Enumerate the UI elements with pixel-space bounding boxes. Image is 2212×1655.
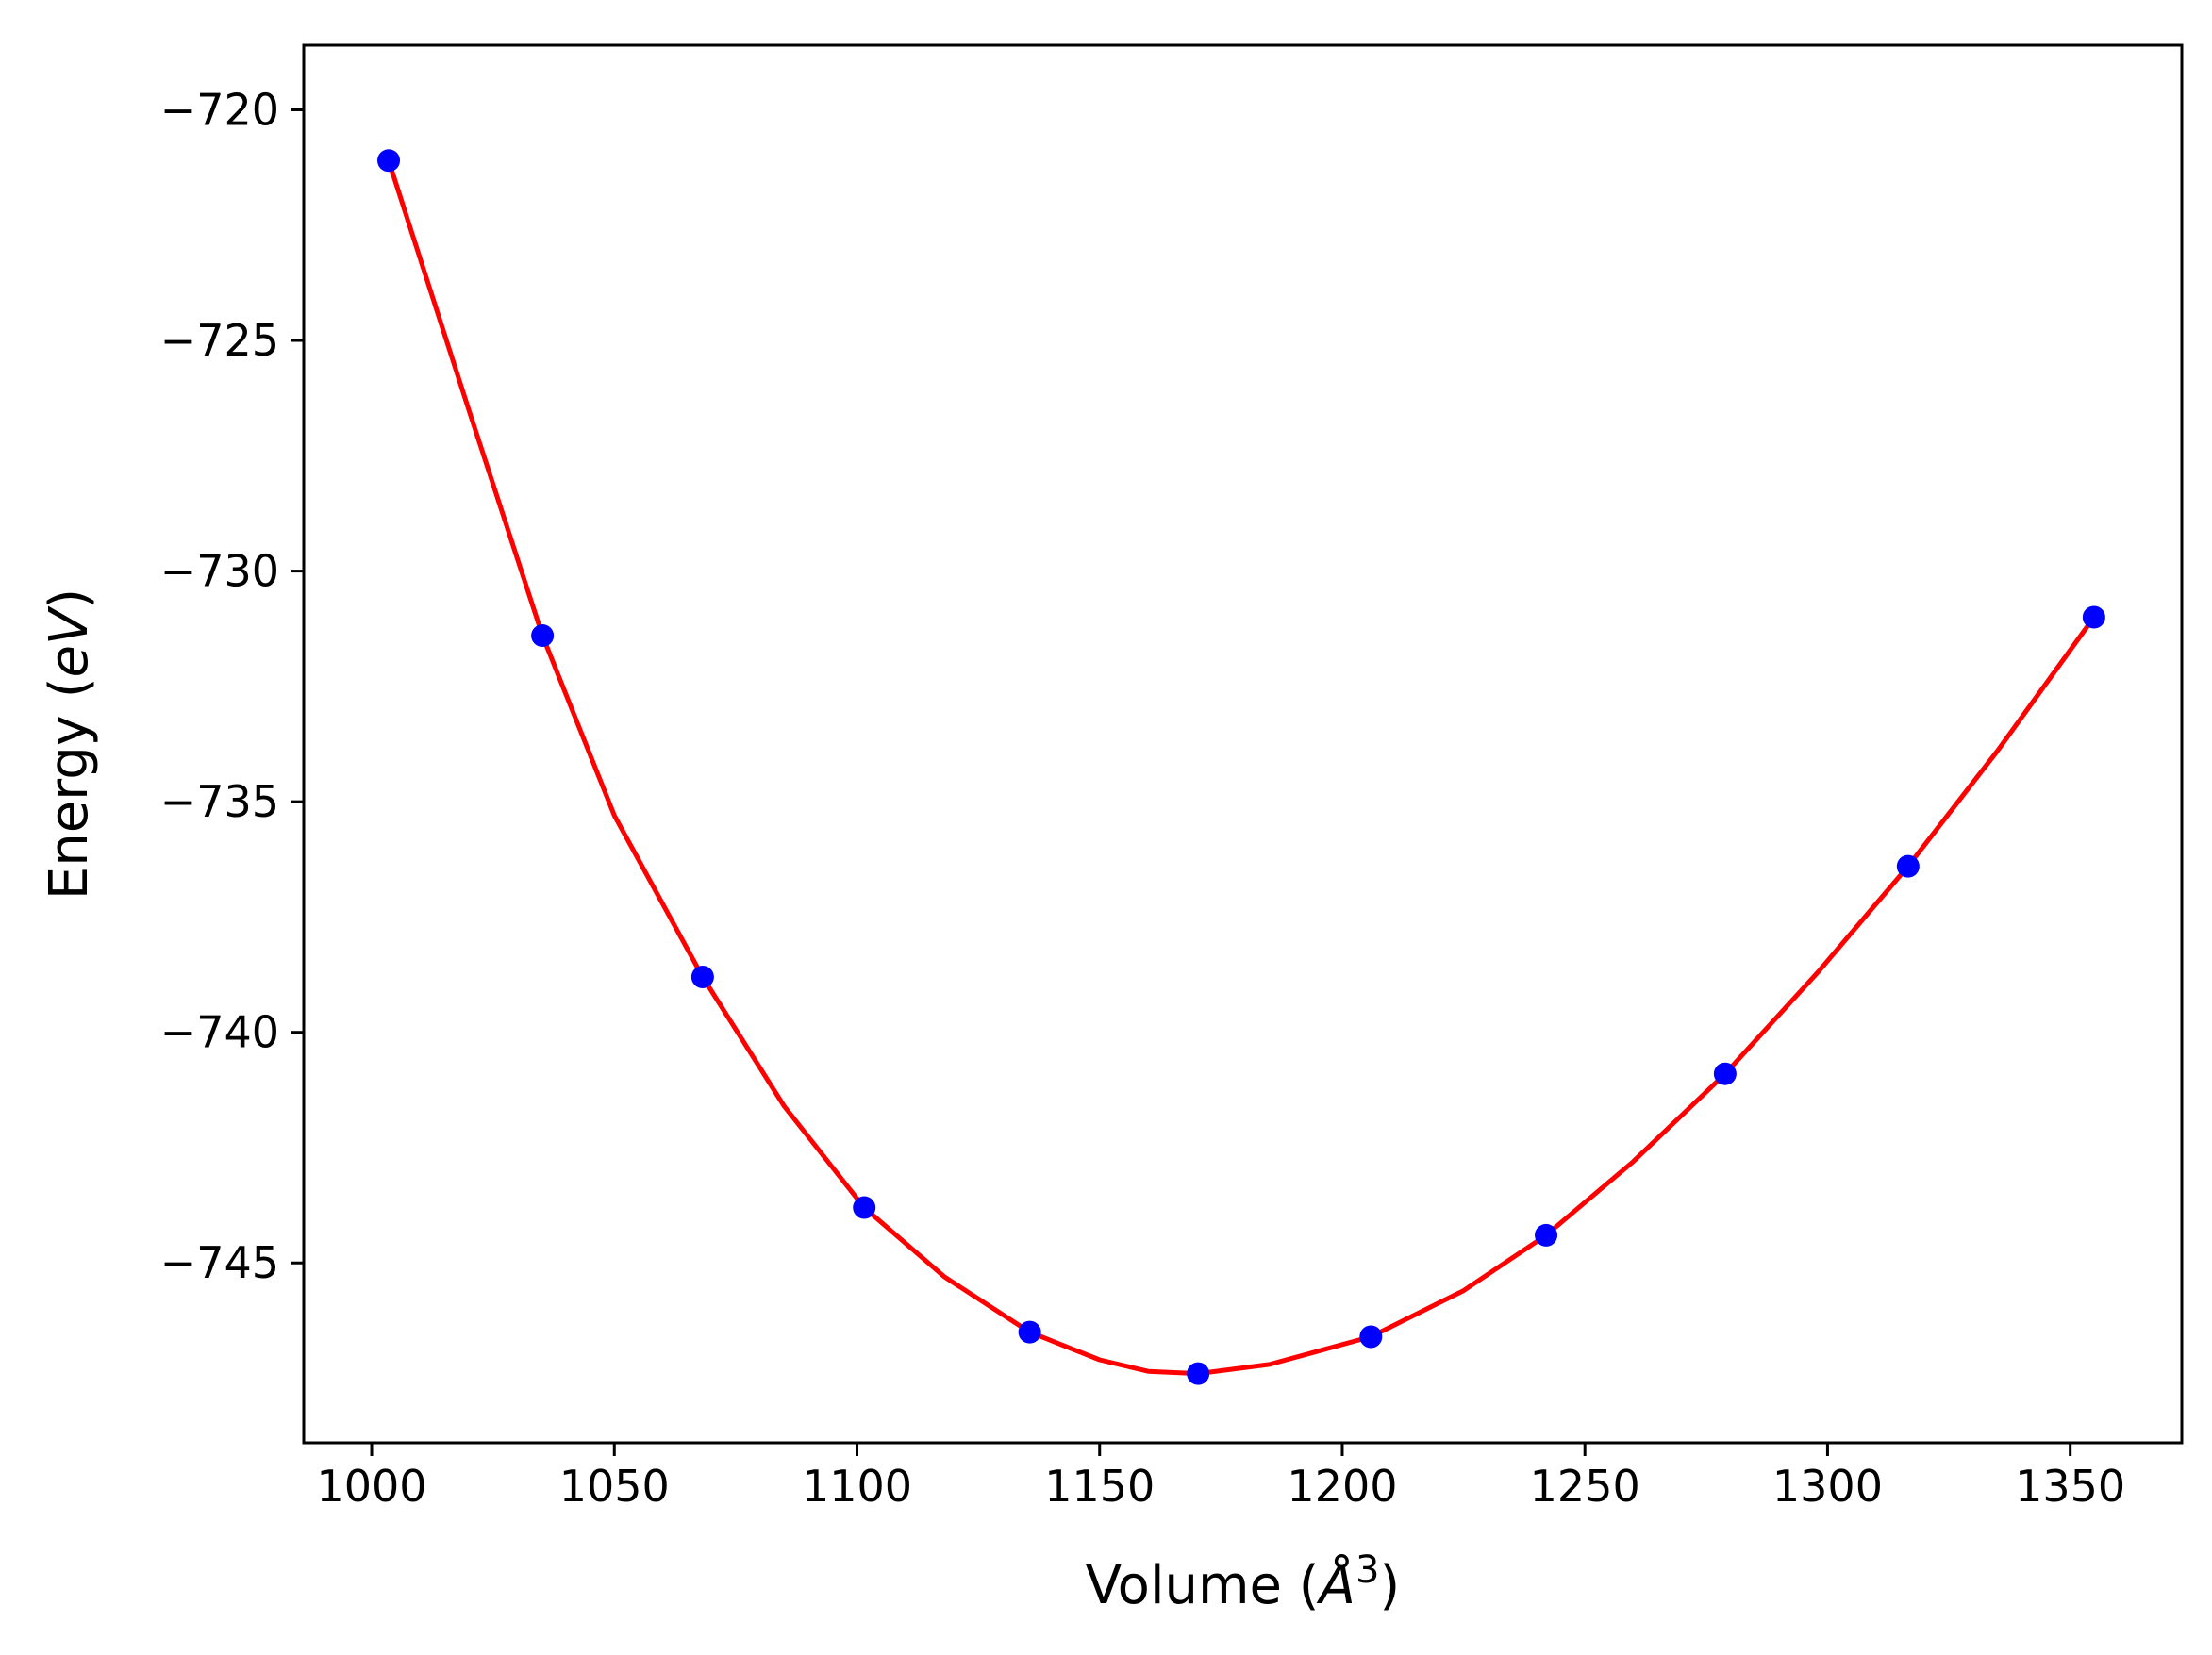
- plot-content: [377, 149, 2105, 1385]
- x-tick-label: 1000: [316, 1461, 426, 1512]
- data-point: [690, 966, 714, 988]
- data-point: [1018, 1320, 1041, 1344]
- x-tick-label: 1050: [559, 1461, 670, 1512]
- data-point: [1535, 1223, 1558, 1247]
- x-tick-label: 1150: [1044, 1461, 1155, 1512]
- y-tick-label: −730: [160, 546, 279, 597]
- x-tick-label: 1350: [2015, 1461, 2125, 1512]
- x-axis-title: Volume (Å3): [1086, 1548, 1401, 1616]
- y-tick-label: −725: [160, 315, 279, 366]
- data-point: [531, 624, 555, 648]
- y-axis-title-unit: eV: [39, 605, 100, 677]
- data-point: [377, 149, 401, 173]
- data-point: [853, 1196, 876, 1219]
- data-point: [2082, 605, 2105, 629]
- x-tick-label: 1100: [802, 1461, 912, 1512]
- data-point: [1713, 1062, 1737, 1085]
- x-axis: 1000 1050 1100 1150 1200 1250 1300 1350: [316, 1443, 2125, 1512]
- x-axis-title-suffix: ): [1379, 1555, 1400, 1616]
- x-axis-title-exponent: 3: [1355, 1548, 1379, 1592]
- y-axis: −720 −725 −730 −735 −740 −745: [160, 84, 304, 1288]
- plot-area-frame: [302, 43, 2184, 1445]
- data-point: [1896, 854, 1920, 878]
- data-point: [1187, 1362, 1210, 1385]
- y-tick-label: −745: [160, 1237, 279, 1288]
- y-tick-label: −720: [160, 84, 279, 135]
- x-tick-label: 1250: [1530, 1461, 1640, 1512]
- x-tick-label: 1200: [1287, 1461, 1397, 1512]
- fit-curve: [386, 157, 2097, 1377]
- y-tick-label: −740: [160, 1007, 279, 1058]
- x-tick-label: 1300: [1772, 1461, 1883, 1512]
- x-axis-title-prefix: Volume (: [1086, 1555, 1320, 1616]
- y-axis-title-prefix: Energy (: [39, 677, 100, 900]
- data-point: [1359, 1325, 1383, 1349]
- y-tick-label: −735: [160, 776, 279, 827]
- y-axis-title-suffix: ): [39, 588, 100, 609]
- x-axis-title-unit: Å: [1317, 1554, 1355, 1616]
- y-axis-title: Energy (eV): [39, 588, 100, 900]
